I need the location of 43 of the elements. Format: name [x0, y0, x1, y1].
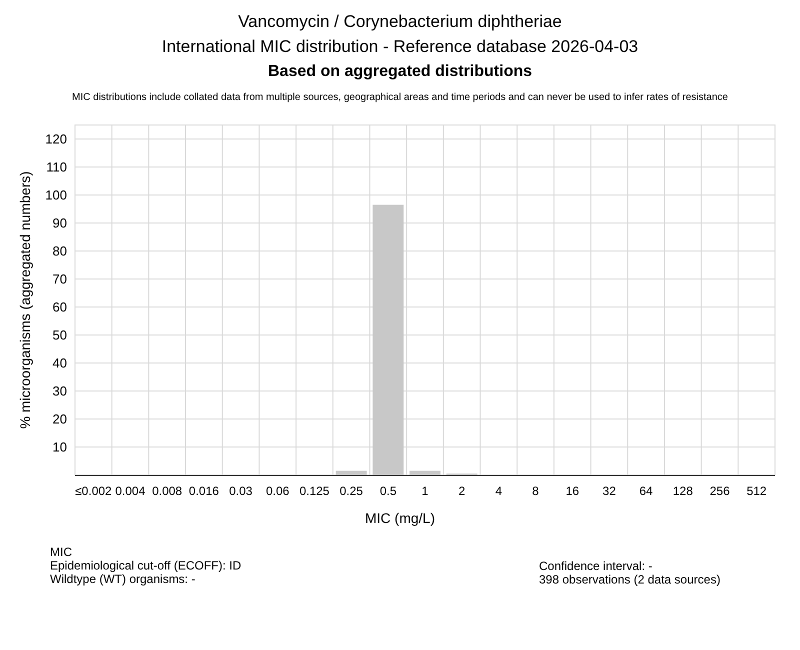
x-tick-label: 128 — [672, 484, 694, 498]
x-tick-label: ≤0.002 — [75, 484, 112, 498]
bar — [372, 204, 404, 475]
x-tick-label: 0.004 — [115, 484, 146, 498]
text: MIC — [50, 545, 72, 559]
y-tick-label: 110 — [46, 160, 67, 175]
x-tick-label: 1 — [422, 484, 429, 498]
y-tick-label: 40 — [52, 356, 67, 371]
x-tick-label: 512 — [746, 484, 767, 498]
text: Wildtype (WT) organisms: - — [50, 572, 196, 586]
x-tick-label: 8 — [532, 484, 540, 498]
x-tick-label: 0.016 — [188, 484, 220, 498]
x-tick-label: 0.008 — [152, 484, 182, 498]
x-tick-label: 32 — [602, 484, 616, 498]
text: Epidemiological cut-off (ECOFF): ID — [50, 558, 242, 572]
text: 398 observations (2 data sources) — [539, 572, 720, 586]
x-tick-label: 0.06 — [266, 484, 290, 498]
chart-title: Vancomycin / Corynebacterium diphtheriae — [238, 12, 562, 31]
text: Confidence interval: - — [539, 559, 652, 573]
y-tick-label: 80 — [52, 244, 67, 259]
y-tick-label: 10 — [52, 440, 67, 455]
y-tick-label: 50 — [52, 328, 67, 343]
x-tick-label: 2 — [458, 484, 466, 498]
x-tick-label: 256 — [710, 484, 730, 498]
bar — [336, 470, 367, 475]
y-tick-label: 70 — [52, 272, 67, 287]
chart-subtitle: International MIC distribution - Reference database 2026-04-03 Based on aggregated distributions MIC distributions include collated data from multiple sources, geographical areas and time periods and can never be used to infer rates of resistance — [72, 37, 728, 103]
x-tick-label: 64 — [639, 484, 654, 498]
y-tick-label: 90 — [52, 216, 67, 231]
y-axis-title: % microorganisms (aggregated numbers) — [17, 171, 33, 429]
x-tick-label: 0.125 — [299, 484, 330, 498]
x-tick-label: 0.03 — [229, 484, 253, 498]
x-axis-title: MIC (mg/L) — [365, 510, 435, 526]
y-tick-label: 60 — [52, 300, 67, 315]
y-tick-label: 20 — [52, 412, 67, 427]
x-tick-label: 0.5 — [380, 484, 397, 498]
x-tick-label: 4 — [495, 484, 502, 498]
y-tick-label: 120 — [45, 132, 67, 147]
x-tick-label: 0.25 — [340, 484, 364, 498]
y-tick-label: 100 — [45, 188, 67, 203]
y-tick-label: 30 — [52, 384, 67, 399]
bar — [410, 470, 440, 475]
x-tick-label: 16 — [566, 484, 580, 498]
